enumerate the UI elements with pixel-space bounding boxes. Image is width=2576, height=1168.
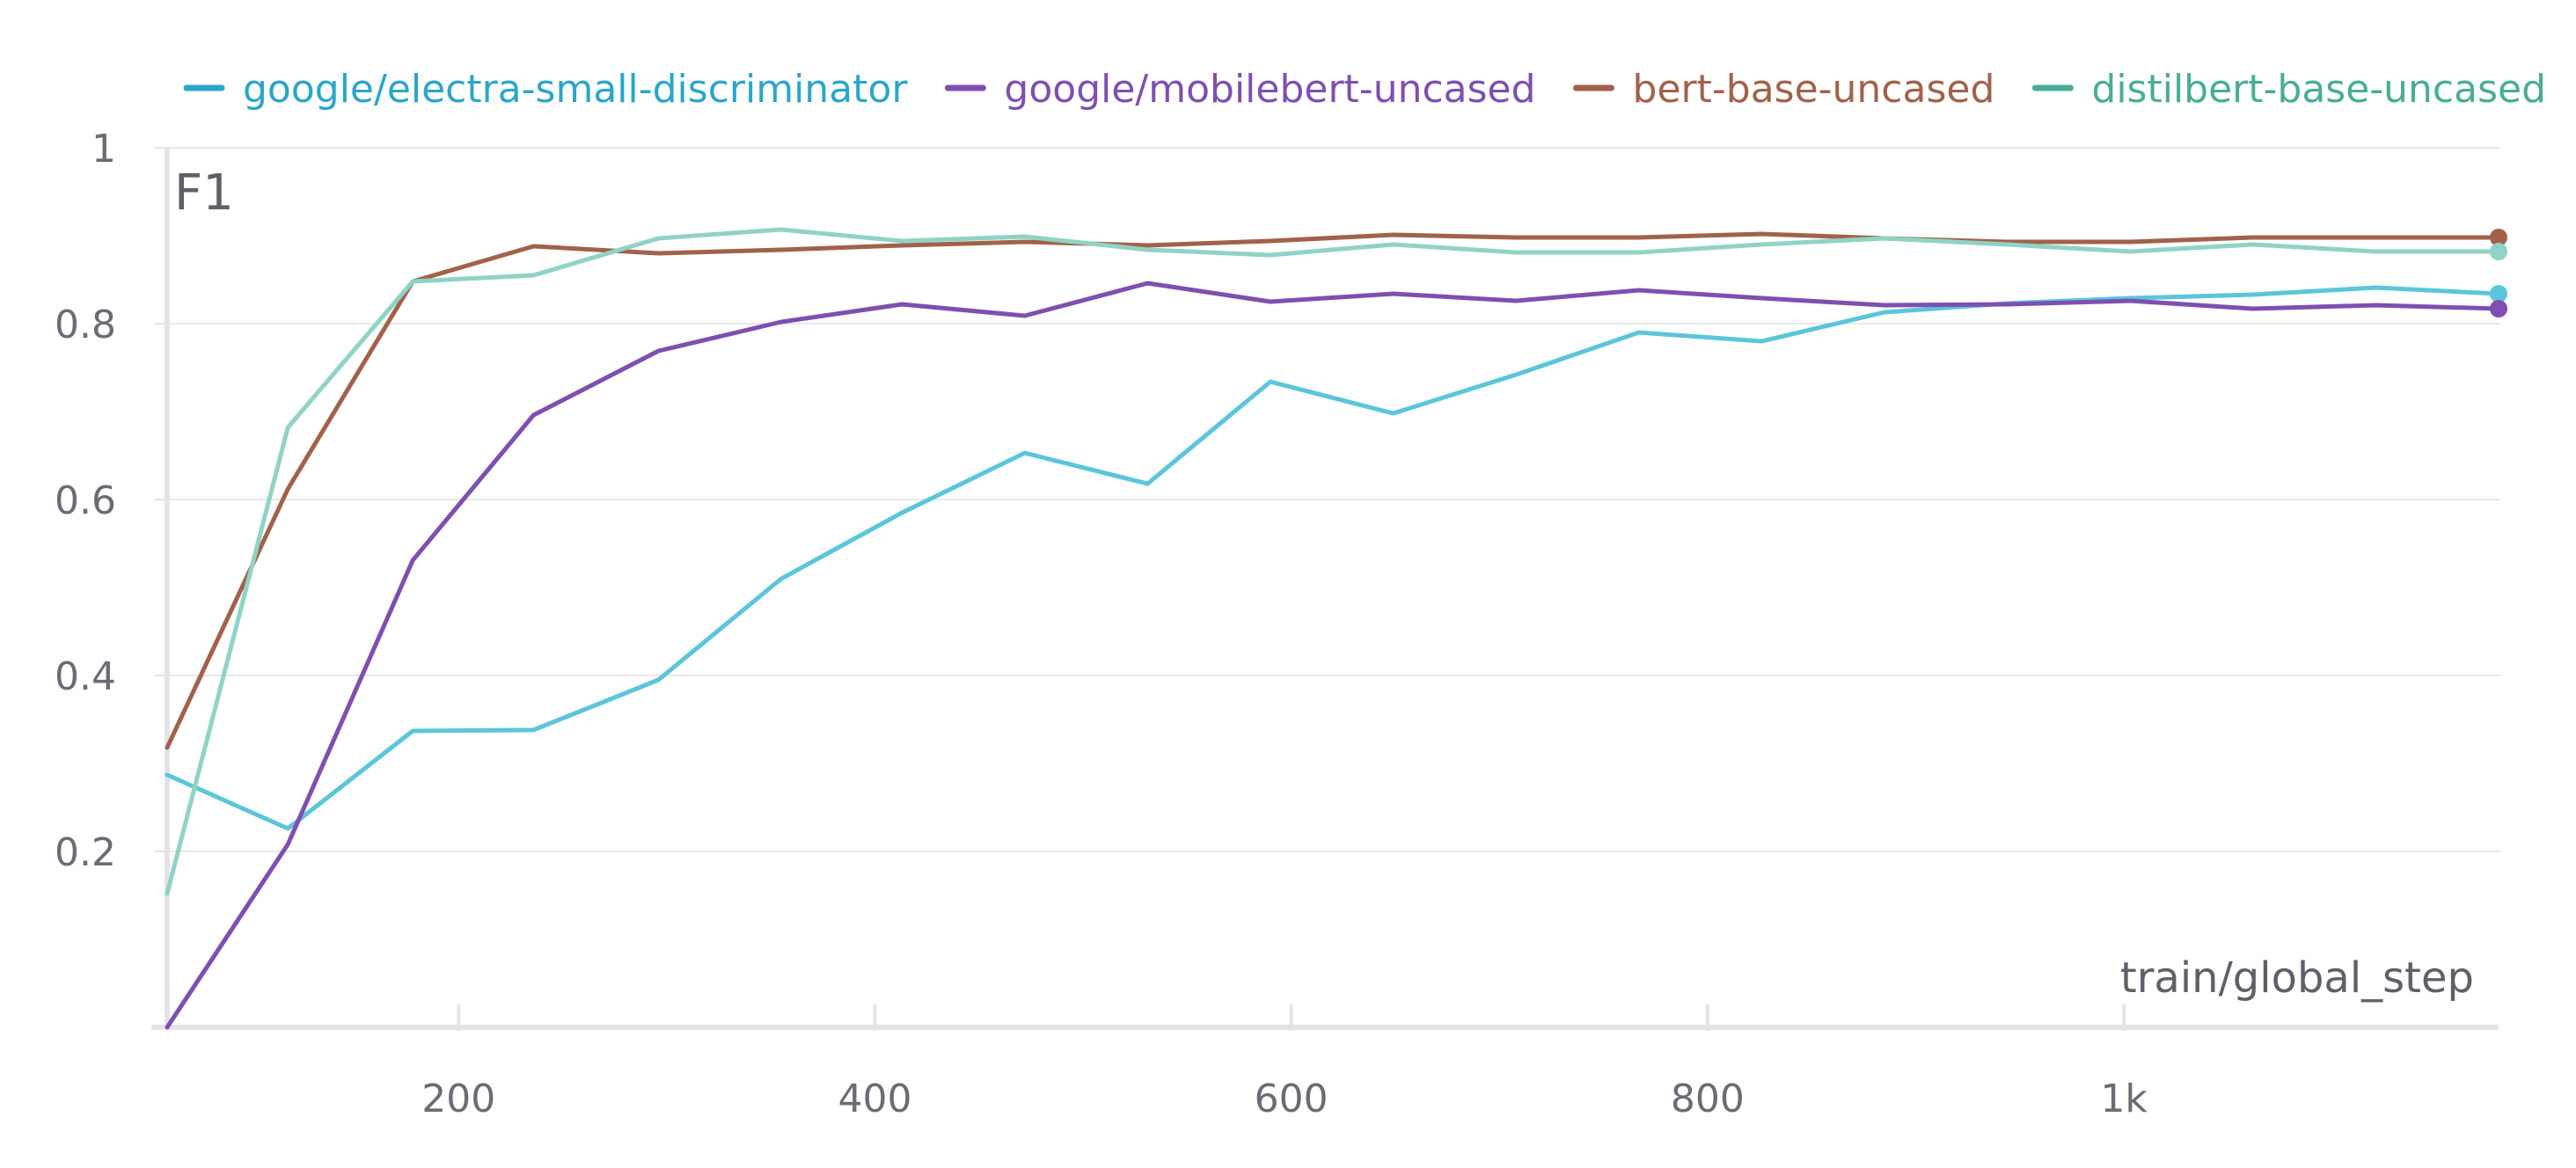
legend-item-1[interactable]: google/mobilebert-uncased [944,67,1536,112]
x-tick-label: 800 [1671,1077,1745,1121]
chart-title: F1 [174,164,234,222]
series-lines [165,227,2501,1030]
legend-label: google/mobilebert-uncased [1004,67,1535,112]
series-end-point-2 [2490,229,2507,246]
legend: google/electra-small-discriminator google… [183,67,2546,112]
y-tick-label: 0.6 [55,478,116,523]
x-tick-label: 200 [421,1077,495,1121]
series-line-2 [165,231,2501,750]
legend-label: google/electra-small-discriminator [243,67,908,112]
series-line-1 [165,281,2501,1030]
legend-item-0[interactable]: google/electra-small-discriminator [183,67,908,112]
end-markers [2490,229,2507,318]
axes: 0.2 0.4 0.6 0.8 1 200 400 600 800 1k [55,127,2499,1121]
y-tick-label: 0.8 [55,303,116,347]
x-axis-title: train/global_step [2120,953,2474,1003]
x-tick-label: 1k [2100,1077,2148,1121]
legend-item-3[interactable]: distilbert-base-uncased [2031,67,2546,112]
y-tick-label: 0.2 [55,830,116,875]
series-line-0 [165,285,2501,831]
legend-label: bert-base-uncased [1633,67,1995,112]
grid [167,147,2500,852]
x-tick-label: 600 [1255,1077,1328,1121]
y-tick-label: 0.4 [55,654,116,699]
legend-label: distilbert-base-uncased [2091,67,2546,112]
y-tick-label: 1 [91,127,116,172]
series-end-point-3 [2490,243,2507,260]
series-end-point-0 [2490,285,2507,303]
series-line-3 [165,227,2501,896]
x-tick-label: 400 [838,1077,911,1121]
legend-item-2[interactable]: bert-base-uncased [1573,67,1995,112]
series-end-point-1 [2490,300,2507,318]
